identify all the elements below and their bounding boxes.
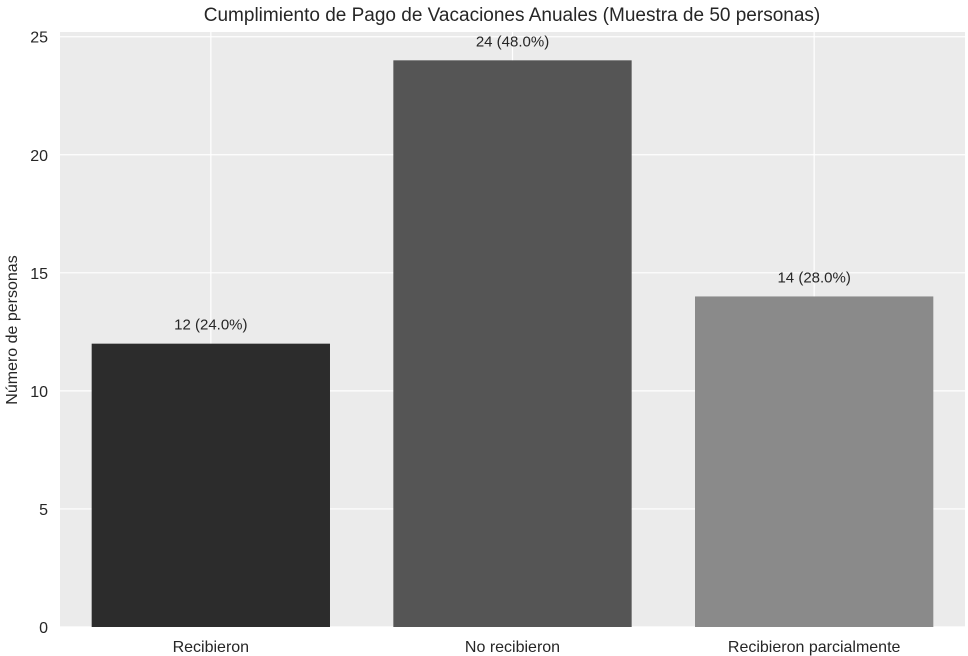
y-tick-label: 0 xyxy=(39,620,48,637)
x-tick-label: No recibieron xyxy=(465,639,560,656)
y-tick-label: 15 xyxy=(30,266,48,283)
bars-group xyxy=(91,60,934,628)
bar-labels-group: 12 (24.0%) 24 (48.0%) 14 (28.0%) xyxy=(174,33,851,333)
x-tick-labels: Recibieron No recibieron Recibieron parcia… xyxy=(173,639,901,656)
y-tick-label: 25 xyxy=(30,30,48,47)
x-tick-label: Recibieron parcialmente xyxy=(728,639,901,656)
bar-value-label: 12 (24.0%) xyxy=(174,317,247,334)
bar-recibieron-parcialmente xyxy=(695,296,934,627)
bar-value-label: 24 (48.0%) xyxy=(476,33,549,50)
bar-no-recibieron xyxy=(393,60,632,628)
y-axis-label: Número de personas xyxy=(4,255,21,404)
y-tick-label: 20 xyxy=(30,148,48,165)
chart-title: Cumplimiento de Pago de Vacaciones Anual… xyxy=(204,5,820,26)
bar-recibieron xyxy=(91,343,330,627)
bar-value-label: 14 (28.0%) xyxy=(777,269,850,286)
y-tick-label: 5 xyxy=(39,502,48,519)
y-tick-labels: 0 5 10 15 20 25 xyxy=(30,30,48,637)
x-tick-label: Recibieron xyxy=(173,639,249,656)
y-tick-label: 10 xyxy=(30,384,48,401)
